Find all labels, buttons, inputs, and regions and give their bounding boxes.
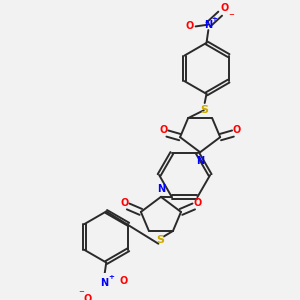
Text: O: O <box>120 198 129 208</box>
Text: O: O <box>220 3 229 13</box>
Text: −: − <box>228 13 234 19</box>
Text: O: O <box>232 125 241 135</box>
Text: N: N <box>100 278 109 288</box>
Text: N: N <box>204 20 212 30</box>
Text: S: S <box>156 235 164 245</box>
Text: O: O <box>186 20 194 31</box>
Text: S: S <box>200 105 208 115</box>
Text: N: N <box>157 184 165 194</box>
Text: −: − <box>78 289 84 295</box>
Text: O: O <box>160 125 168 135</box>
Text: O: O <box>193 198 202 208</box>
Text: N: N <box>196 156 204 166</box>
Text: +: + <box>211 16 217 22</box>
Text: +: + <box>108 274 114 280</box>
Text: O: O <box>84 294 92 300</box>
Text: O: O <box>119 276 128 286</box>
